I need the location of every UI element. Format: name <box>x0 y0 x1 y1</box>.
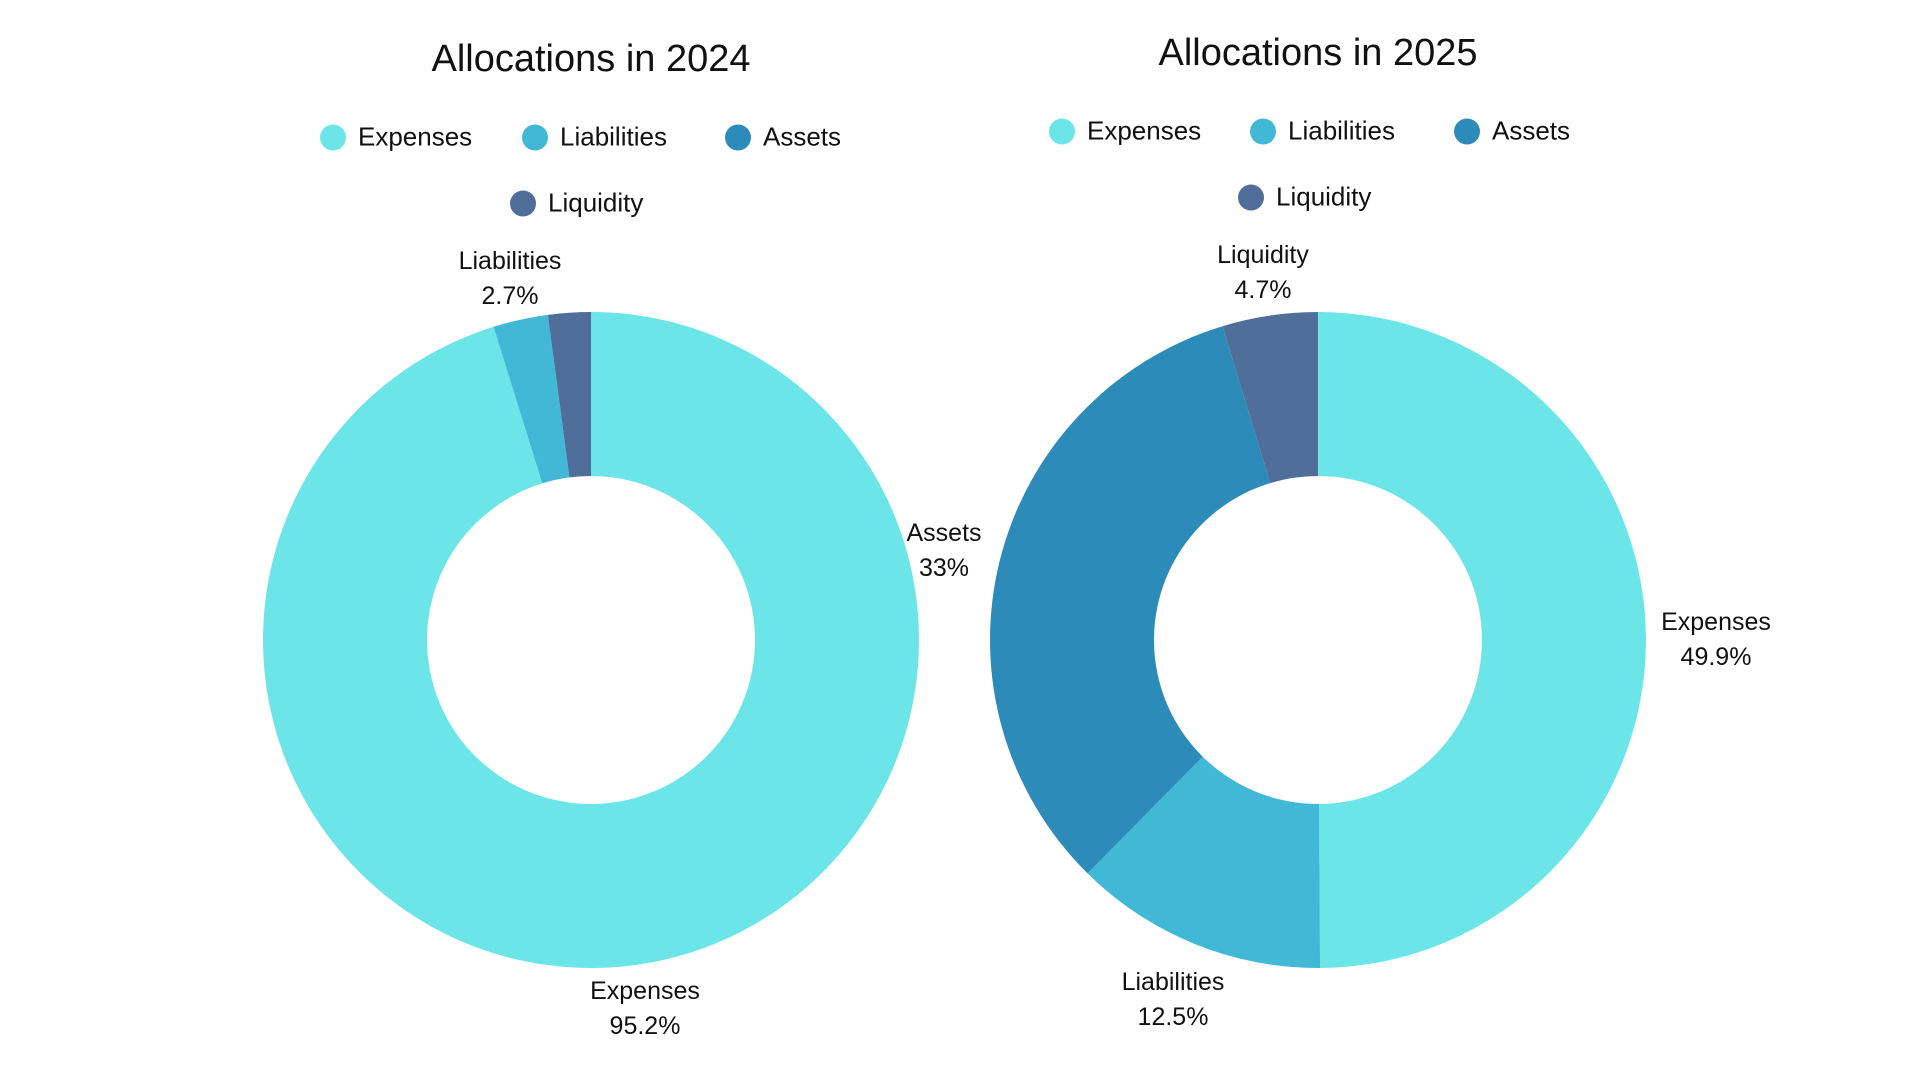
legend-dot-icon <box>1250 118 1276 144</box>
legend-item-assets: Assets <box>1454 116 1570 147</box>
legend-item-liabilities: Liabilities <box>1250 116 1395 147</box>
legend-item-expenses: Expenses <box>320 122 472 153</box>
legend-item-assets: Assets <box>725 122 841 153</box>
data-label-liabilities-2025: Liabilities 12.5% <box>1122 965 1225 1035</box>
legend-label: Liabilities <box>1288 115 1395 146</box>
data-label-name: Liabilities <box>458 247 562 275</box>
chart-title-2024: Allocations in 2024 <box>431 38 751 80</box>
legend-dot-icon <box>510 190 536 216</box>
slice-assets <box>989 326 1271 874</box>
data-label-value: 4.7% <box>1234 276 1292 304</box>
data-label-liabilities-2024: Liabilities 2.7% <box>459 244 562 314</box>
legend-label: Expenses <box>358 121 473 152</box>
legend-item-liabilities: Liabilities <box>522 122 667 153</box>
slice-expenses <box>1318 312 1646 968</box>
data-label-name: Expenses <box>1661 608 1771 636</box>
legend-dot-icon <box>320 124 346 150</box>
legend-item-expenses: Expenses <box>1049 116 1201 147</box>
slice-liquidity <box>547 312 591 478</box>
data-label-value: 12.5% <box>1137 1003 1209 1031</box>
data-label-name: Expenses <box>590 977 700 1005</box>
legend-item-liquidity: Liquidity <box>1238 182 1371 213</box>
legend-dot-icon <box>725 124 751 150</box>
legend-item-liquidity: Liquidity <box>510 188 643 219</box>
legend-label: Assets <box>763 121 842 152</box>
slice-liquidity <box>1222 312 1318 484</box>
legend-label: Expenses <box>1087 115 1202 146</box>
slice-expenses <box>263 312 919 968</box>
data-label-value: 33% <box>918 554 970 582</box>
slice-liabilities <box>493 314 570 484</box>
data-label-value: 95.2% <box>609 1012 681 1040</box>
data-label-name: Assets <box>906 519 982 547</box>
legend-dot-icon <box>1454 118 1480 144</box>
data-label-expenses-2024: Expenses 95.2% <box>590 974 700 1044</box>
donut-2024 <box>263 312 919 968</box>
chart-title-2025: Allocations in 2025 <box>1158 32 1478 74</box>
legend-label: Liabilities <box>560 121 667 152</box>
data-label-value: 49.9% <box>1680 643 1752 671</box>
data-label-name: Liquidity <box>1217 241 1309 269</box>
data-label-expenses-2025: Expenses 49.9% <box>1661 605 1771 675</box>
legend-dot-icon <box>1049 118 1075 144</box>
donut-2025 <box>989 312 1646 968</box>
legend-dot-icon <box>522 124 548 150</box>
data-label-value: 2.7% <box>481 282 539 310</box>
data-label-liquidity-2025: Liquidity 4.7% <box>1217 238 1309 308</box>
slice-liabilities <box>1087 756 1321 968</box>
legend-label: Liquidity <box>1276 181 1372 212</box>
legend-label: Assets <box>1492 115 1571 146</box>
data-label-name: Liabilities <box>1121 968 1225 996</box>
data-label-assets-2024: Assets 33% <box>906 516 981 586</box>
legend-dot-icon <box>1238 184 1264 210</box>
legend-label: Liquidity <box>548 187 644 218</box>
